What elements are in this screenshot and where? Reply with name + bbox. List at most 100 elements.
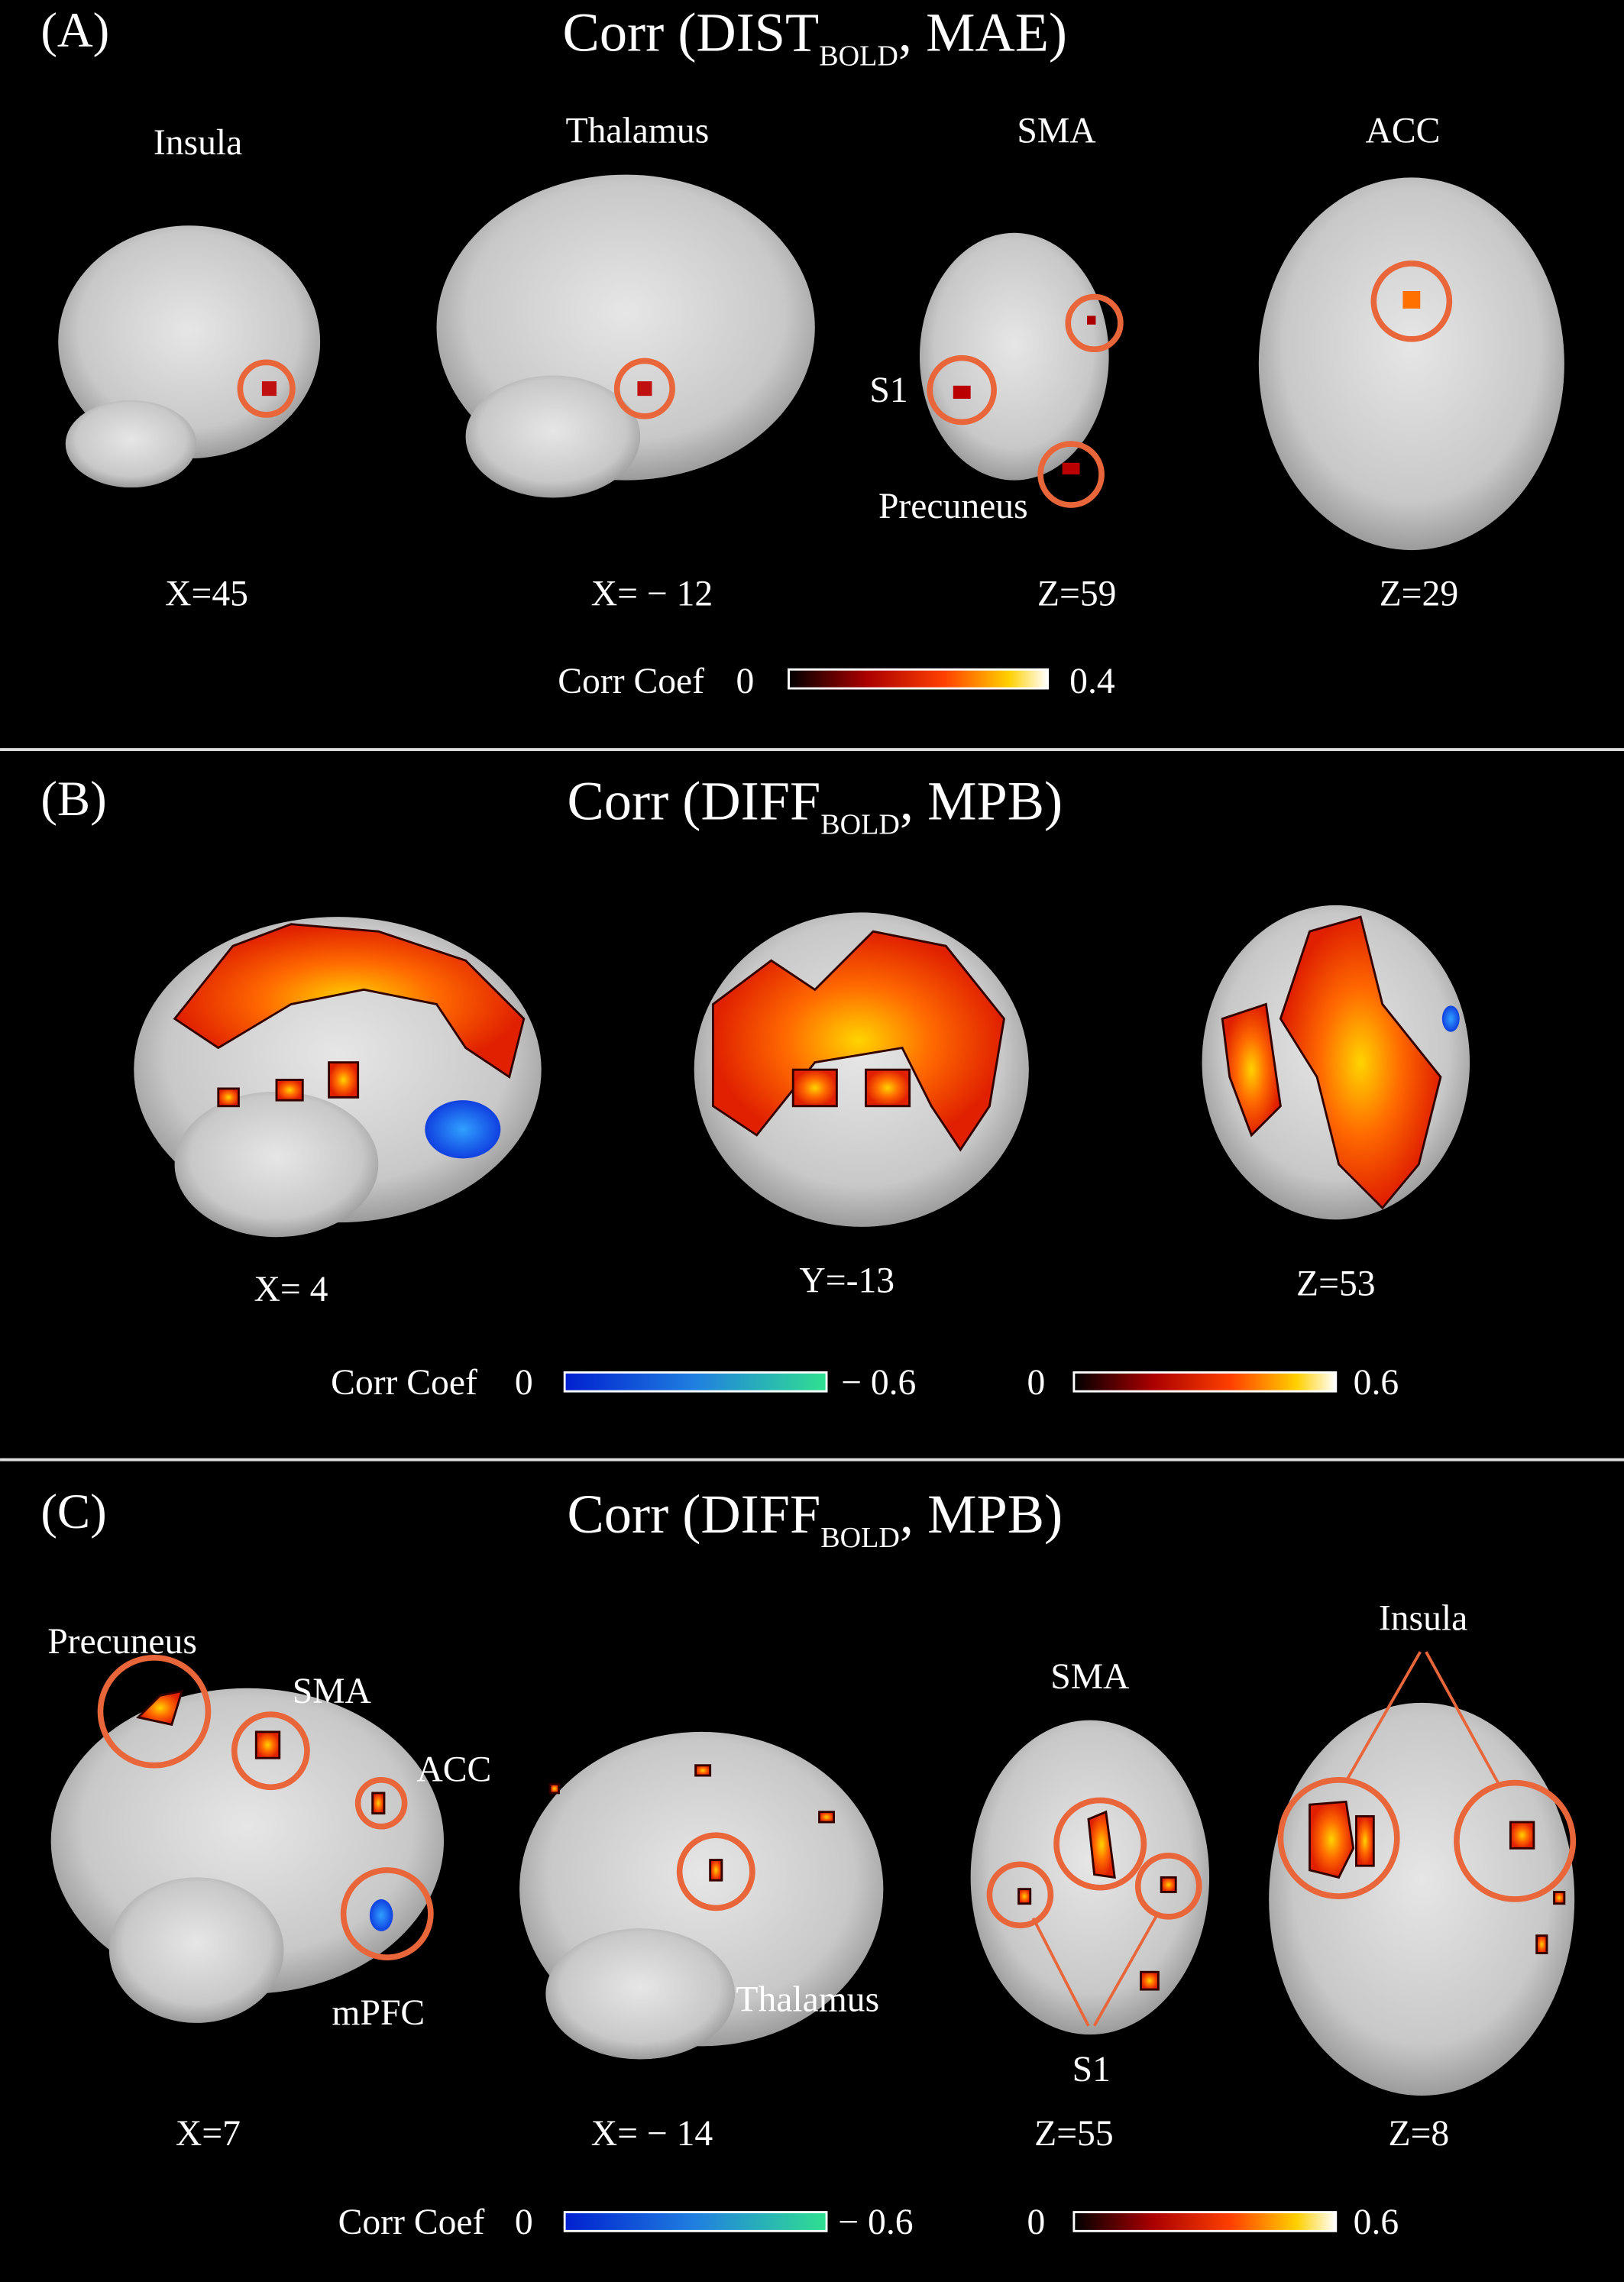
shape <box>986 1861 1054 1929</box>
title-text: , MPB) <box>900 771 1063 832</box>
shape <box>328 1061 360 1099</box>
shape <box>275 1079 304 1102</box>
shape <box>1017 1888 1032 1905</box>
coordinate: Z=53 <box>1296 1264 1376 1303</box>
shape <box>709 1859 723 1882</box>
shape <box>1087 1810 1116 1879</box>
annotation: ACC <box>416 1750 491 1790</box>
shape <box>1134 1853 1202 1920</box>
shape <box>1309 1800 1355 1879</box>
coordinate: Z=59 <box>1037 574 1117 613</box>
annotation: Precuneus <box>47 1622 197 1662</box>
region-label: ACC <box>1365 112 1440 151</box>
shape <box>1355 1814 1375 1867</box>
shape <box>254 1730 281 1759</box>
brain-slices <box>134 905 1470 1238</box>
colorbar-max: 0.6 <box>1354 2203 1399 2242</box>
region-label: Thalamus <box>566 112 710 151</box>
shape <box>1258 177 1564 551</box>
shape <box>927 354 997 426</box>
colorbar <box>1072 1371 1338 1393</box>
shape <box>369 1898 393 1931</box>
colorbar-max: 0.6 <box>1354 1363 1399 1403</box>
shape <box>1160 1876 1177 1893</box>
colorbar-min: 0 <box>515 2203 533 2242</box>
coordinate: X= − 12 <box>591 574 713 613</box>
colorbar <box>788 668 1050 690</box>
shape <box>174 1091 379 1238</box>
coordinate: X=45 <box>165 574 248 613</box>
shape <box>791 1068 838 1108</box>
annotation: SMA <box>1050 1657 1130 1697</box>
shape <box>1221 1002 1282 1138</box>
shape <box>613 358 675 419</box>
annotation: Thalamus <box>736 1980 879 2020</box>
shape <box>1087 316 1096 325</box>
shape <box>173 923 526 1079</box>
coordinate: Z=29 <box>1380 574 1459 613</box>
shape <box>1092 1915 1159 2027</box>
panel-label: (B) <box>40 772 106 827</box>
colorbar-max: 0.4 <box>1069 662 1115 701</box>
coordinate: Z=55 <box>1034 2114 1114 2154</box>
coordinate: Y=-13 <box>799 1261 894 1301</box>
shape <box>1535 1934 1548 1954</box>
shape <box>58 225 321 459</box>
annotation: mPFC <box>332 1993 425 2033</box>
panel-label: (A) <box>40 3 109 58</box>
colorbar <box>1072 2211 1338 2232</box>
shape <box>371 1792 386 1815</box>
coordinate: X=7 <box>176 2114 241 2154</box>
shape <box>65 400 197 488</box>
shape <box>1037 441 1105 508</box>
title-text: , MAE) <box>898 2 1067 63</box>
leader-lines <box>1031 1651 1500 2027</box>
colorbar <box>563 2211 828 2232</box>
shape <box>425 1100 501 1159</box>
shape <box>1441 1005 1460 1032</box>
annotation: S1 <box>869 371 907 410</box>
colorbar-min: 0 <box>736 662 754 701</box>
title-subscript: BOLD <box>820 809 900 841</box>
coordinate: Z=8 <box>1388 2114 1449 2154</box>
shape <box>548 1783 560 1795</box>
brain-slices <box>50 1654 1577 2096</box>
annotation: Precuneus <box>878 487 1028 526</box>
shape <box>1454 1779 1577 1902</box>
shape <box>1140 1970 1160 1991</box>
region-label: Insula <box>154 123 242 163</box>
shape <box>1062 462 1080 475</box>
colorbar-title: Corr Coef <box>338 2203 485 2242</box>
shape <box>1065 293 1124 353</box>
shape <box>340 1867 434 1961</box>
shape <box>1277 1776 1400 1899</box>
title-text: Corr (DIFF <box>568 771 821 832</box>
shape <box>637 381 652 397</box>
shape <box>1553 1891 1566 1905</box>
shape <box>1344 1651 1422 1782</box>
panel-title: Corr (DIFFBOLD, MPB) <box>568 1484 1063 1554</box>
shape <box>818 1811 836 1824</box>
colorbar-min: 0 <box>1027 1363 1045 1403</box>
shape <box>865 1068 911 1108</box>
colorbar-min: 0 <box>515 1363 533 1403</box>
coordinate: X= 4 <box>254 1270 328 1309</box>
shape <box>1053 1797 1147 1891</box>
colorbar-title: Corr Coef <box>331 1363 477 1403</box>
colorbar-title: Corr Coef <box>558 662 704 701</box>
panel-title: Corr (DISTBOLD, MAE) <box>563 2 1067 73</box>
brain-slices <box>58 174 1564 551</box>
colorbar-max: − 0.6 <box>841 1363 916 1403</box>
colorbar-max: − 0.6 <box>838 2203 913 2242</box>
shape <box>136 1689 184 1727</box>
region-label: SMA <box>1017 112 1096 151</box>
shape <box>354 1776 408 1830</box>
shape <box>1509 1821 1535 1850</box>
shape <box>1425 1651 1500 1785</box>
title-text: , MPB) <box>900 1484 1063 1545</box>
shape <box>712 930 1005 1152</box>
title-subscript: BOLD <box>819 40 898 73</box>
shape <box>261 381 277 397</box>
